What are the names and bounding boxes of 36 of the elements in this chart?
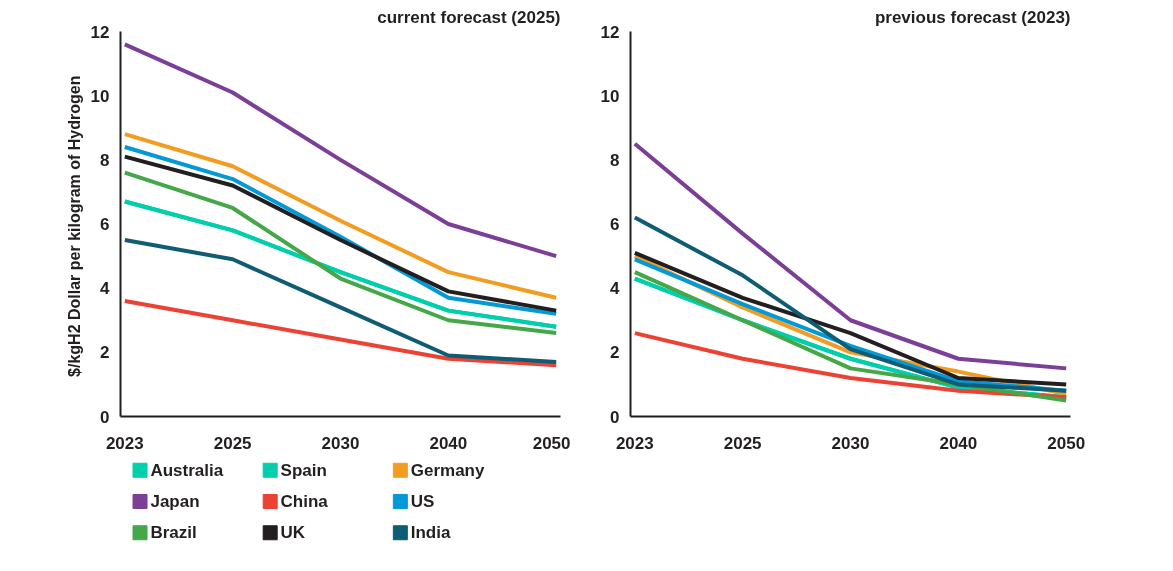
y-axis-title: $/kgH2 Dollar per kilogram of Hydrogen — [65, 75, 83, 377]
legend-label: India — [410, 523, 451, 543]
x-tick-label: 2040 — [429, 433, 468, 453]
legend-label: Brazil — [150, 523, 197, 543]
y-tick-label: 0 — [610, 407, 620, 427]
legend-label: Germany — [410, 460, 485, 480]
x-tick-label: 2023 — [105, 433, 144, 453]
y-tick-label: 6 — [610, 215, 620, 234]
legend-label: Japan — [150, 492, 200, 511]
y-tick-label: 2 — [100, 343, 110, 363]
y-tick-label: 8 — [100, 150, 110, 170]
chart-title: previous forecast (2023) — [874, 7, 1071, 27]
x-tick-label: 2050 — [1047, 433, 1086, 453]
y-tick-label: 6 — [100, 215, 110, 234]
x-tick-label: 2050 — [532, 433, 571, 453]
x-tick-label: 2030 — [831, 433, 870, 453]
y-tick-label: 2 — [610, 343, 620, 363]
y-tick-label: 12 — [600, 22, 620, 42]
x-tick-label: 2030 — [321, 433, 360, 453]
x-tick-label: 2040 — [939, 433, 978, 453]
x-tick-label: 2023 — [615, 433, 654, 453]
legend-label: UK — [280, 523, 306, 543]
y-tick-label: 10 — [90, 86, 110, 106]
legend-label: China — [280, 492, 329, 511]
y-tick-label: 10 — [600, 86, 620, 106]
legend-label: Australia — [150, 460, 224, 480]
y-tick-label: 4 — [610, 279, 621, 299]
y-tick-label: 0 — [100, 407, 110, 427]
y-tick-label: 12 — [90, 22, 110, 42]
x-tick-label: 2025 — [723, 433, 762, 453]
legend-label: US — [410, 492, 435, 511]
y-tick-label: 8 — [610, 150, 620, 170]
legend-label: Spain — [280, 460, 327, 480]
y-tick-label: 4 — [100, 279, 111, 299]
x-tick-label: 2025 — [213, 433, 252, 453]
chart-title: current forecast (2025) — [377, 7, 561, 27]
